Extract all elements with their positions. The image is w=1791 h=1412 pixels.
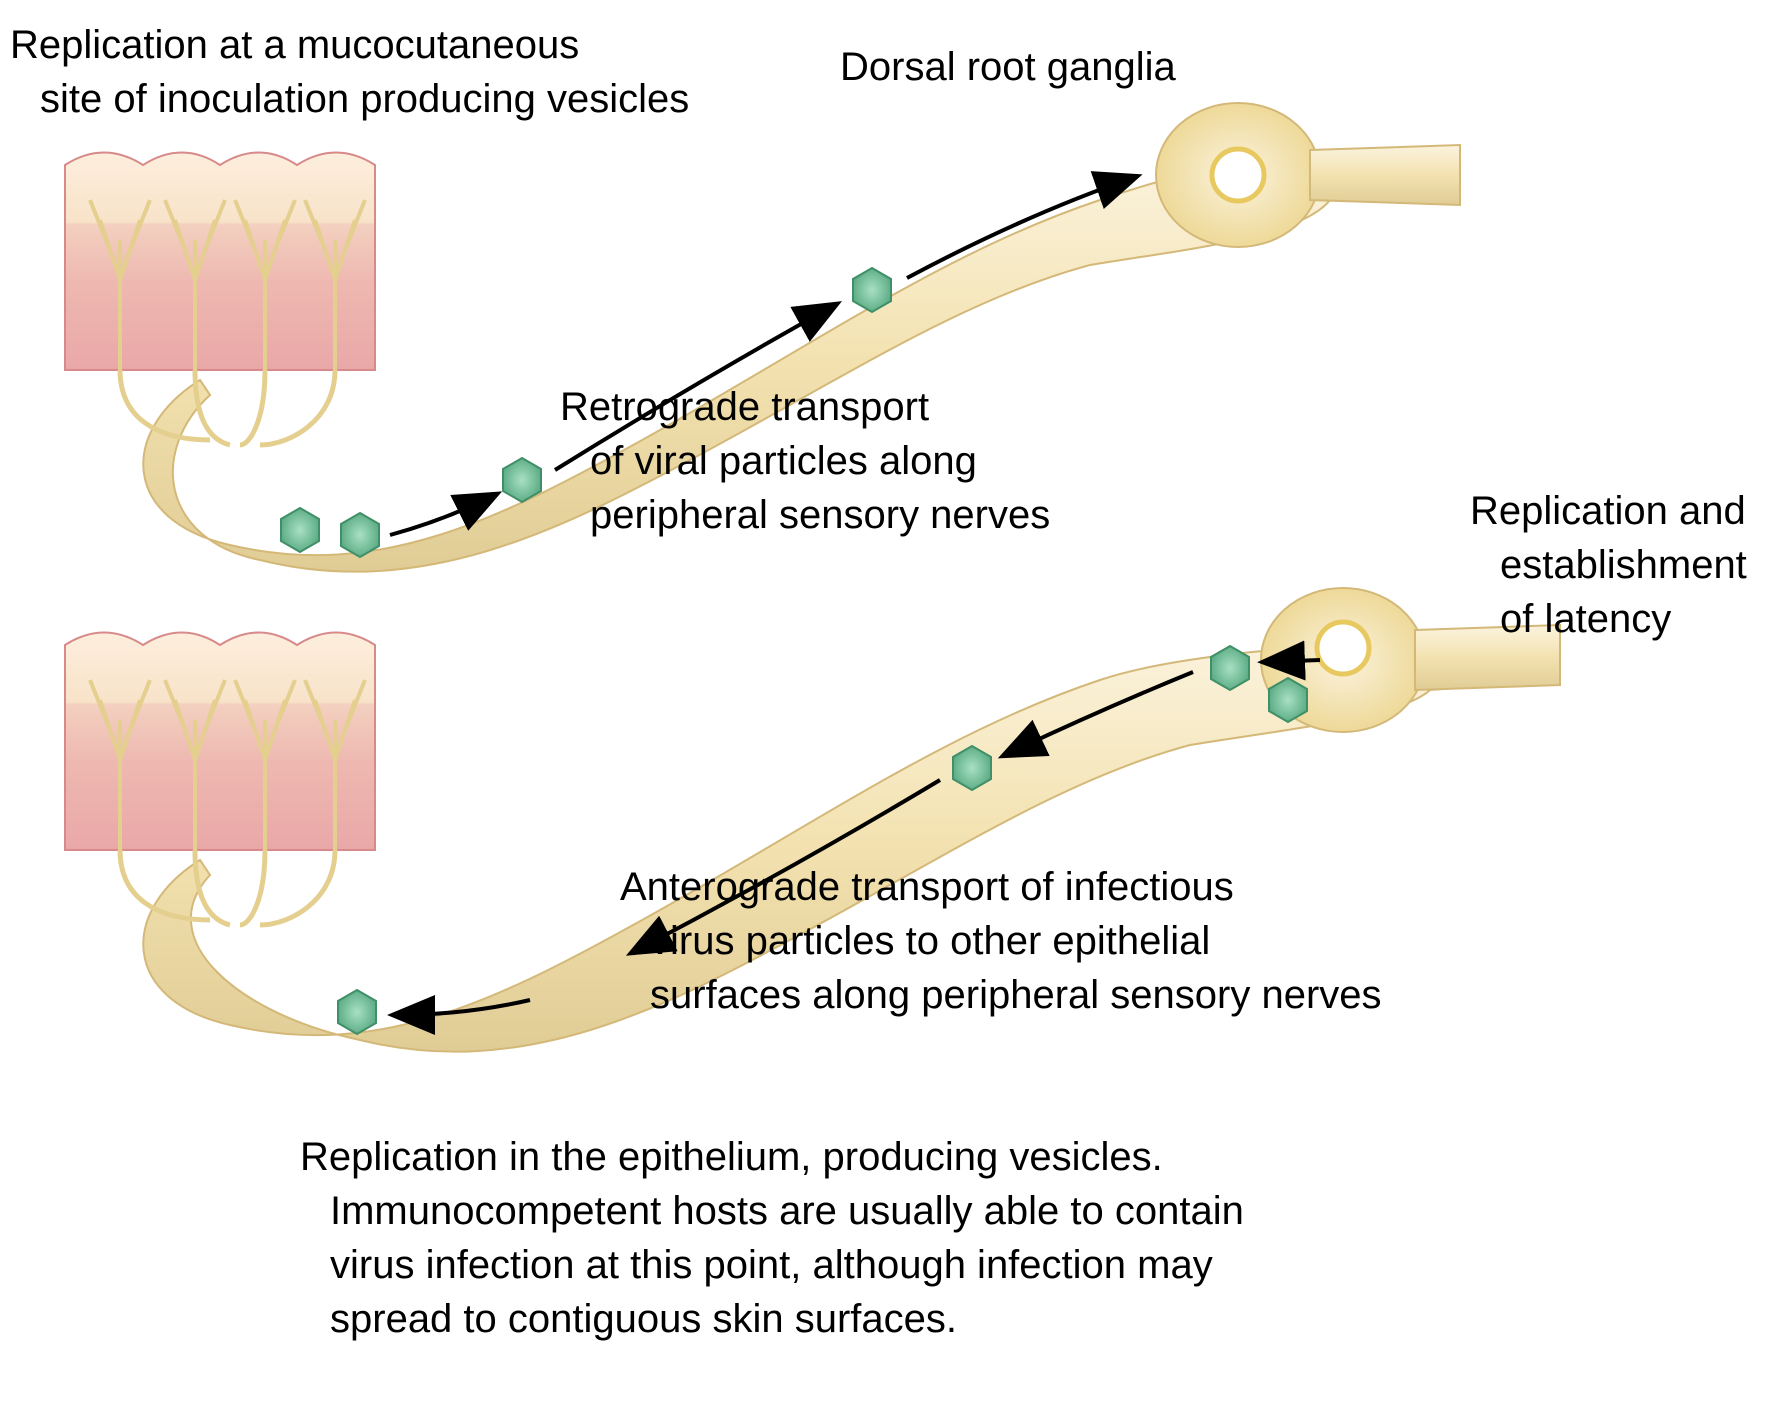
label-bottom-caption: Replication in the epithelium, producing… bbox=[300, 1130, 1244, 1346]
label-retrograde-transport: Retrograde transport of viral particles … bbox=[560, 380, 1050, 542]
label-replication-latency: Replication and establishment of latency bbox=[1470, 484, 1747, 646]
axon-stub-top bbox=[1310, 145, 1460, 205]
ganglion-nucleus-bottom bbox=[1317, 622, 1369, 674]
skin-block-bottom bbox=[65, 633, 375, 851]
skin-block-top bbox=[65, 153, 375, 371]
label-dorsal-root-ganglia: Dorsal root ganglia bbox=[840, 40, 1176, 94]
ganglion-nucleus-top bbox=[1212, 149, 1264, 201]
label-anterograde-transport: Anterograde transport of infectious viru… bbox=[620, 860, 1382, 1022]
label-replication-inoculation: Replication at a mucocutaneous site of i… bbox=[10, 18, 689, 126]
